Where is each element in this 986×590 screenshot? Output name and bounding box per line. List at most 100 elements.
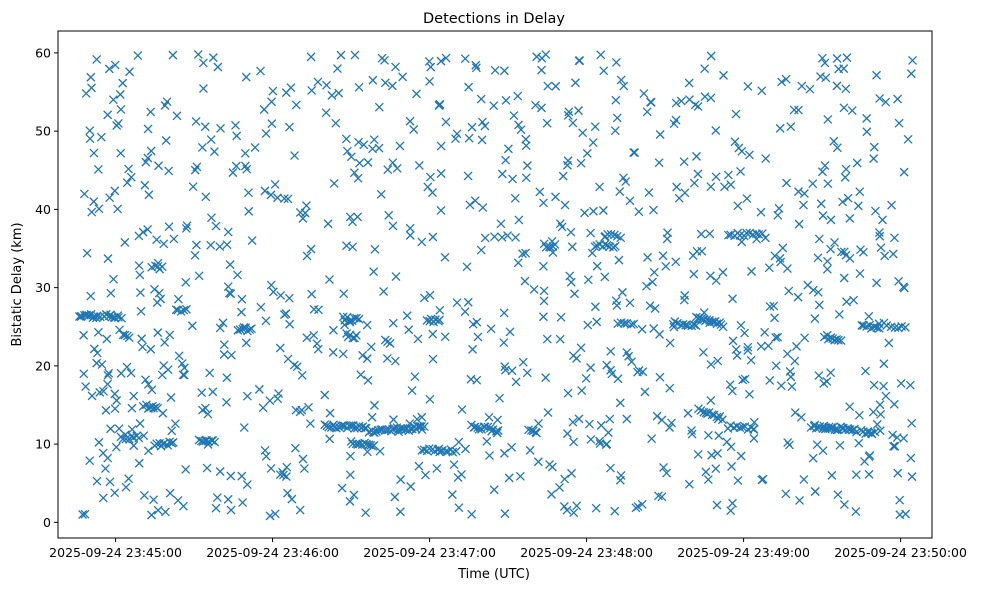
data-point — [103, 370, 113, 380]
data-point — [104, 368, 114, 378]
data-point — [424, 56, 434, 66]
data-point — [793, 292, 803, 302]
data-point — [875, 426, 885, 436]
data-point — [482, 436, 492, 446]
data-point — [542, 334, 552, 344]
track-point — [346, 436, 356, 446]
data-point — [644, 188, 654, 198]
data-point — [648, 277, 657, 287]
data-point — [820, 58, 830, 68]
data-point — [855, 187, 865, 197]
data-point — [111, 442, 121, 452]
data-point — [736, 166, 746, 176]
data-point — [799, 474, 809, 484]
data-point — [567, 468, 577, 478]
data-point — [170, 419, 180, 429]
data-point — [143, 224, 153, 234]
data-point — [388, 221, 398, 231]
data-point — [830, 238, 839, 247]
data-point — [86, 72, 96, 82]
data-point — [872, 278, 882, 288]
data-point — [260, 186, 270, 196]
data-point — [720, 182, 729, 192]
data-point — [165, 488, 175, 498]
track-point — [124, 333, 134, 343]
data-point — [226, 471, 236, 481]
track-point — [757, 229, 767, 239]
data-point — [684, 78, 694, 88]
data-point — [642, 107, 652, 117]
data-point — [298, 214, 308, 223]
data-point — [291, 100, 301, 110]
data-point — [265, 396, 275, 406]
data-point — [640, 387, 650, 397]
data-point — [665, 423, 675, 432]
data-point — [412, 89, 421, 99]
data-point — [85, 134, 95, 144]
data-point — [200, 403, 210, 413]
data-point — [513, 91, 523, 101]
scatter-series — [74, 50, 917, 521]
data-point — [144, 190, 154, 200]
data-point — [679, 295, 689, 305]
data-point — [645, 301, 655, 311]
data-point — [743, 346, 753, 355]
track-point — [602, 240, 612, 250]
data-point — [201, 192, 211, 202]
track-point — [610, 241, 620, 251]
data-point — [250, 143, 260, 152]
track-point — [738, 422, 747, 432]
data-point — [138, 227, 148, 237]
data-point — [139, 431, 149, 441]
track-point — [238, 324, 248, 334]
data-point — [706, 396, 716, 405]
data-point — [92, 476, 102, 486]
data-point — [878, 215, 887, 225]
data-point — [845, 402, 855, 412]
data-point — [425, 394, 435, 404]
data-point — [480, 233, 490, 243]
data-point — [471, 63, 481, 73]
data-point — [746, 355, 756, 365]
data-point — [419, 293, 429, 303]
data-point — [703, 475, 713, 484]
data-point — [507, 366, 517, 376]
data-point — [328, 325, 338, 335]
data-point — [872, 419, 882, 429]
data-point — [354, 82, 364, 92]
track-point — [749, 424, 759, 434]
data-point — [701, 467, 711, 477]
data-point — [219, 350, 229, 359]
data-point — [861, 366, 870, 376]
data-point — [744, 389, 754, 399]
y-tick-label: 10 — [35, 437, 51, 452]
data-point — [907, 472, 917, 482]
data-point — [211, 503, 221, 513]
data-point — [87, 207, 97, 217]
x-tick-label: 2025-09-24 23:50:00 — [834, 545, 967, 560]
data-point — [286, 83, 296, 93]
data-point — [454, 437, 464, 447]
data-point — [571, 78, 580, 88]
data-point — [356, 370, 366, 380]
data-point — [630, 148, 640, 158]
data-point — [674, 193, 684, 203]
data-point — [436, 169, 446, 178]
data-point — [103, 453, 113, 463]
data-point — [341, 134, 351, 144]
y-tick-label: 20 — [35, 358, 51, 373]
data-point — [412, 414, 422, 424]
data-point — [875, 231, 885, 241]
data-point — [398, 72, 408, 82]
track-point — [470, 422, 480, 432]
data-point — [711, 126, 721, 135]
data-point — [876, 409, 886, 419]
chart-title: Detections in Delay — [423, 11, 565, 27]
data-point — [836, 247, 846, 257]
data-point — [500, 509, 510, 519]
track-point — [480, 422, 490, 432]
data-point — [698, 347, 708, 357]
data-point — [799, 200, 808, 210]
data-point — [110, 389, 120, 399]
data-point — [425, 290, 435, 300]
